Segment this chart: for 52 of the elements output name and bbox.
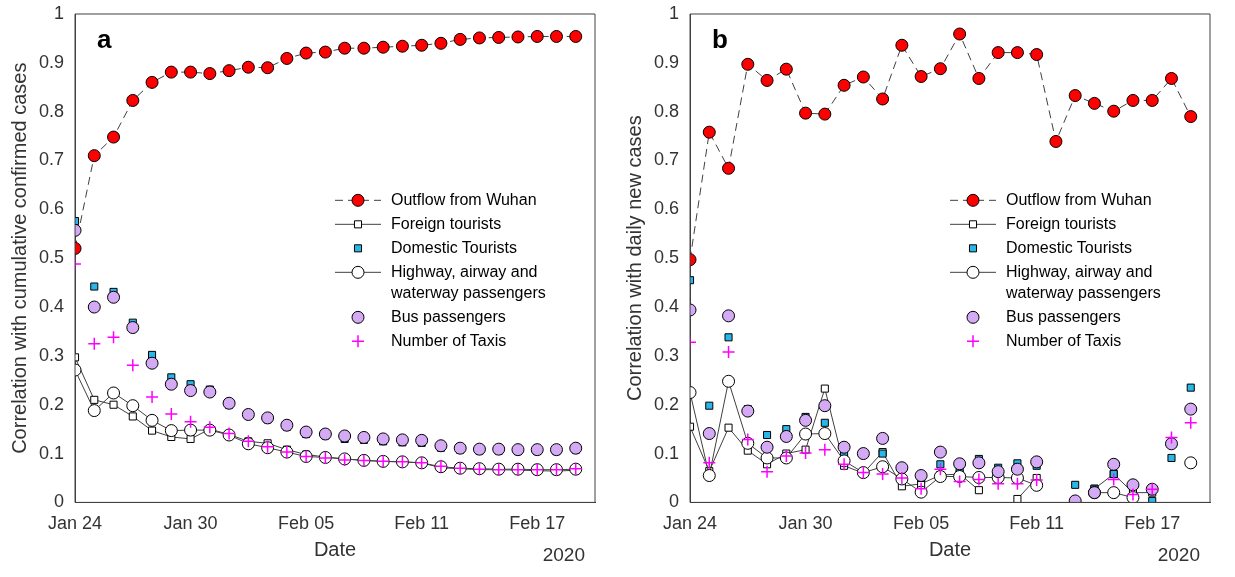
legend-label: Number of Taxis xyxy=(391,331,507,349)
legend-label: Bus passengers xyxy=(1006,307,1121,325)
text: 2020 xyxy=(542,544,585,566)
legend-label: Outflow from Wuhan xyxy=(1006,190,1152,208)
y-tick-label: 0.6 xyxy=(653,198,680,219)
y-tick-label: 0.7 xyxy=(653,149,680,170)
y-axis-title: Correlation with daily new cases xyxy=(622,115,645,402)
y-tick-label: 0.9 xyxy=(653,51,680,72)
y-axis-title: Correlation with cumulative confirmed cases xyxy=(7,62,30,454)
y-tick-label: 1 xyxy=(54,2,65,23)
x-tick-label: Feb 05 xyxy=(893,513,950,534)
y-tick-label: 0.9 xyxy=(38,51,65,72)
y-tick-label: 1 xyxy=(669,2,680,23)
y-tick-label: 0.1 xyxy=(653,442,680,463)
legend-label: Foreign tourists xyxy=(391,214,502,232)
y-tick-label: 0 xyxy=(669,491,680,512)
y-tick-label: 0.3 xyxy=(653,344,680,365)
x-tick-label: Feb 17 xyxy=(1124,513,1181,534)
legend-label: Bus passengers xyxy=(391,307,506,325)
y-tick-label: 0.5 xyxy=(653,247,680,268)
x-tick-label: Feb 11 xyxy=(1009,513,1065,534)
x-axis-title: Date xyxy=(928,537,972,560)
legend-label: Number of Taxis xyxy=(1006,331,1122,349)
legend-label: Highway, airway and waterway passengers xyxy=(390,262,546,301)
legend-label: Outflow from Wuhan xyxy=(391,190,537,208)
x-tick-label: Jan 30 xyxy=(778,513,833,534)
x-tick-label: Feb 05 xyxy=(278,513,335,534)
y-tick-label: 0.6 xyxy=(38,198,65,219)
legend-label: Highway, airway and waterway passengers xyxy=(1005,262,1161,301)
legend-label: Foreign tourists xyxy=(1006,214,1117,232)
y-tick-label: 0 xyxy=(54,491,65,512)
x-tick-label: Feb 17 xyxy=(509,513,566,534)
y-tick-label: 0.4 xyxy=(653,296,680,317)
y-tick-label: 0.3 xyxy=(38,344,65,365)
x-axis-title: Date xyxy=(313,537,357,560)
text: 2020 xyxy=(1157,544,1200,566)
y-tick-label: 0.7 xyxy=(38,149,65,170)
annotation: a xyxy=(97,24,113,55)
y-tick-label: 0.1 xyxy=(38,442,65,463)
y-tick-label: 0.2 xyxy=(653,393,680,414)
legend-label: Domestic Tourists xyxy=(391,238,517,256)
y-tick-label: 0.4 xyxy=(38,296,65,317)
x-tick-label: Jan 24 xyxy=(663,513,718,534)
y-tick-label: 0.2 xyxy=(38,393,65,414)
x-tick-label: Feb 11 xyxy=(394,513,450,534)
y-tick-label: 0.5 xyxy=(38,247,65,268)
x-tick-label: Jan 30 xyxy=(163,513,218,534)
y-tick-label: 0.8 xyxy=(38,100,65,121)
legend-label: Domestic Tourists xyxy=(1006,238,1132,256)
y-tick-label: 0.8 xyxy=(653,100,680,121)
annotation: b xyxy=(712,24,728,55)
x-tick-label: Jan 24 xyxy=(48,513,103,534)
